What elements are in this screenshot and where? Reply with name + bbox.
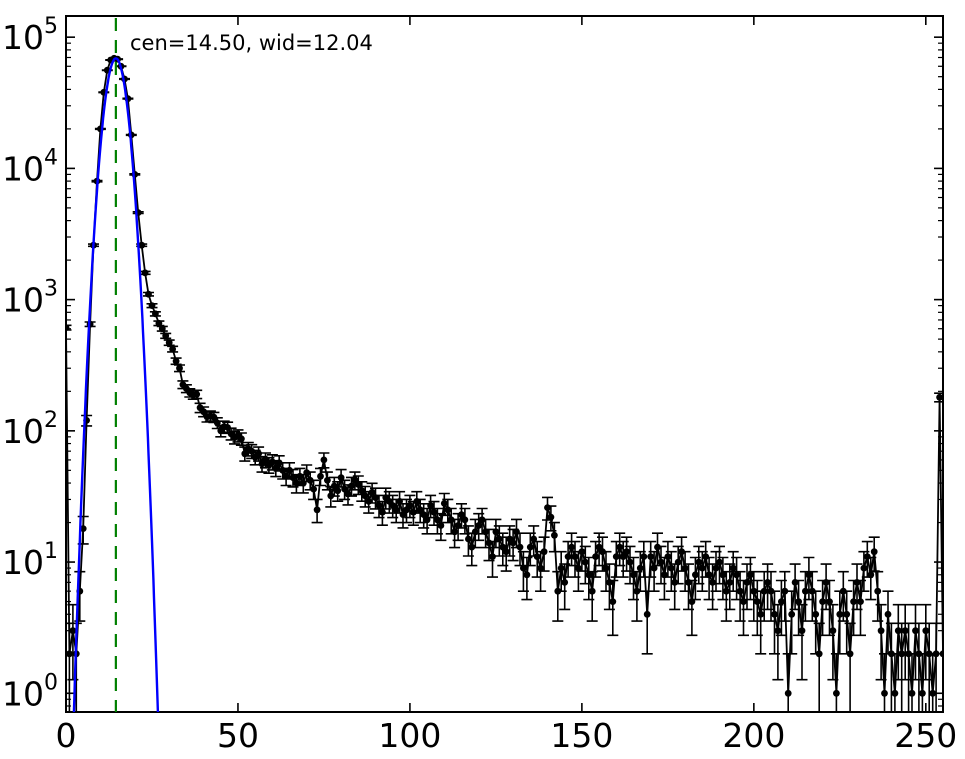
y-tick-label: 102 [2, 408, 58, 451]
y-tick-label: 100 [2, 670, 58, 713]
y-tick-label: 104 [2, 145, 58, 188]
x-tick-label: 250 [894, 716, 957, 755]
y-tick-label: 105 [2, 14, 58, 57]
fit-annotation: cen=14.50, wid=12.04 [130, 31, 373, 55]
gaussian-fit-curve [72, 57, 160, 712]
y-tick-label: 103 [2, 277, 58, 320]
x-tick-label: 50 [217, 716, 259, 755]
x-tick-label: 100 [378, 716, 441, 755]
histogram-series [66, 54, 943, 712]
axes: 0 50 100 150 200 250 100 101 102 103 104 105 [2, 14, 957, 755]
x-tick-label: 0 [56, 716, 77, 755]
y-tick-label: 101 [2, 539, 58, 582]
x-tick-label: 150 [550, 716, 613, 755]
x-tick-label: 200 [722, 716, 785, 755]
